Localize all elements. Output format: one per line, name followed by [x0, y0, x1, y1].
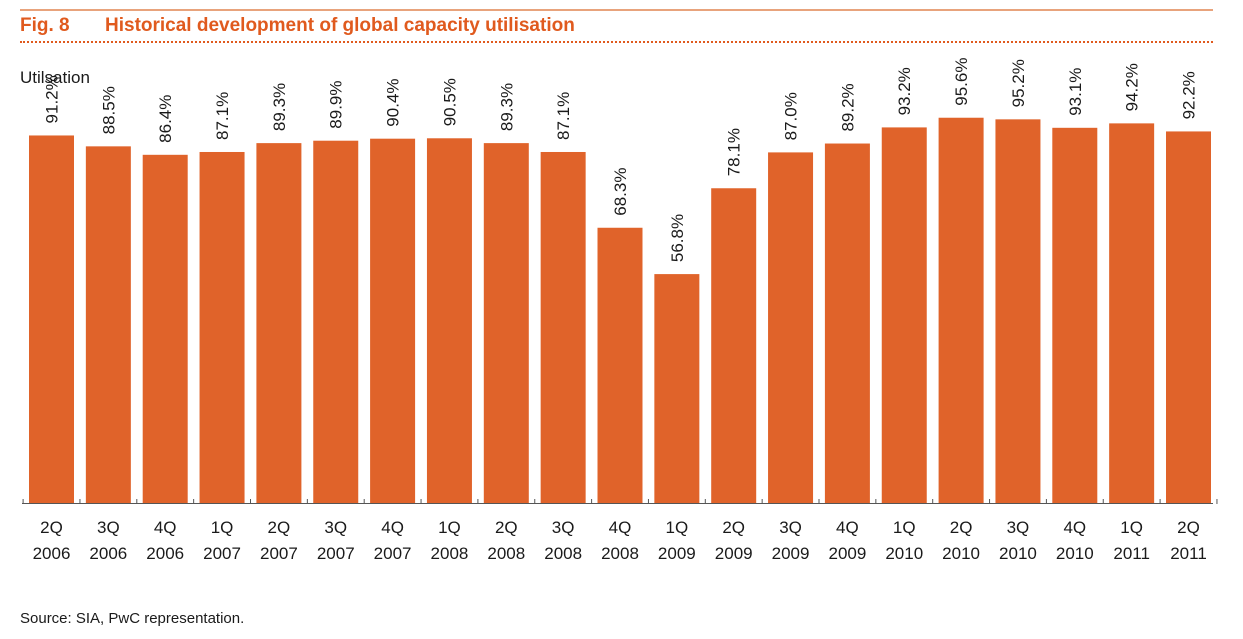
bar: [85, 146, 131, 503]
x-tick-label-year: 2007: [203, 544, 241, 563]
bar-value-label: 56.8%: [668, 214, 687, 262]
bar: [370, 138, 416, 504]
x-tick-label-year: 2008: [601, 544, 639, 563]
bar-value-label: 90.4%: [384, 78, 403, 126]
bar: [199, 151, 245, 503]
bar-value-label: 88.5%: [99, 86, 118, 134]
x-tick-label-quarter: 3Q: [324, 518, 347, 537]
bar: [426, 138, 472, 503]
bar: [711, 188, 757, 503]
bar: [1052, 127, 1098, 503]
x-tick-label-year: 2009: [658, 544, 696, 563]
x-tick-label-quarter: 1Q: [666, 518, 689, 537]
bar-value-label: 86.4%: [156, 95, 175, 143]
x-tick-label-quarter: 1Q: [211, 518, 234, 537]
figure-header: Fig. 8 Historical development of global …: [20, 15, 1213, 39]
x-tick-label-quarter: 3Q: [97, 518, 120, 537]
bar-chart: 91.2% 2Q 2006 88.5% 3Q 2006 86.4% 4Q 2006 87.1% 1Q…: [22, 58, 1218, 563]
top-rule: [20, 9, 1213, 11]
bar: [1109, 123, 1155, 504]
bar-value-label: 68.3%: [611, 168, 630, 216]
x-tick-label-year: 2007: [374, 544, 412, 563]
bar-value-label: 91.2%: [43, 75, 62, 123]
figure-number: Fig. 8: [20, 15, 70, 36]
x-tick-label-quarter: 2Q: [722, 518, 745, 537]
bar: [29, 135, 74, 504]
x-tick-label-quarter: 3Q: [779, 518, 802, 537]
bar-value-label: 94.2%: [1123, 63, 1142, 111]
x-tick-label-quarter: 2Q: [495, 518, 518, 537]
x-tick-label-year: 2011: [1113, 544, 1150, 563]
x-tick-label-year: 2007: [260, 544, 298, 563]
x-tick-label-quarter: 4Q: [1063, 518, 1086, 537]
bar-value-label: 87.1%: [213, 92, 232, 140]
x-tick-label-year: 2010: [1056, 544, 1094, 563]
bar-value-label: 92.2%: [1180, 71, 1199, 119]
bar: [483, 143, 529, 503]
dotted-rule: [20, 41, 1213, 43]
x-tick-label-quarter: 4Q: [381, 518, 404, 537]
bar: [768, 152, 814, 503]
x-tick-label-year: 2009: [772, 544, 810, 563]
bar: [824, 143, 870, 504]
x-tick-label-quarter: 1Q: [438, 518, 461, 537]
x-tick-label-year: 2011: [1170, 544, 1207, 563]
bar-value-label: 93.2%: [895, 67, 914, 115]
bar: [540, 151, 586, 503]
x-tick-label-quarter: 4Q: [154, 518, 177, 537]
bar: [313, 140, 359, 503]
bar: [654, 274, 700, 503]
x-tick-label-year: 2010: [999, 544, 1037, 563]
bar-value-label: 89.3%: [270, 83, 289, 131]
x-tick-label-year: 2006: [33, 544, 71, 563]
x-tick-label-year: 2010: [942, 544, 980, 563]
x-tick-label-quarter: 2Q: [950, 518, 973, 537]
x-tick-label-quarter: 2Q: [268, 518, 291, 537]
x-tick-label-quarter: 1Q: [893, 518, 916, 537]
x-tick-label-quarter: 2Q: [1177, 518, 1200, 537]
figure-title: Historical development of global capacit…: [105, 15, 575, 36]
bar: [881, 127, 927, 504]
bar-value-label: 78.1%: [725, 128, 744, 176]
x-tick-label-year: 2010: [885, 544, 923, 563]
x-tick-label-year: 2009: [828, 544, 866, 563]
x-tick-label-quarter: 4Q: [609, 518, 632, 537]
bar-value-label: 89.9%: [327, 80, 346, 128]
bar-value-label: 87.1%: [554, 92, 573, 140]
x-tick-label-year: 2006: [146, 544, 184, 563]
bar: [142, 154, 188, 504]
bar-value-label: 95.6%: [952, 58, 971, 106]
x-tick-label-year: 2009: [715, 544, 753, 563]
bar: [995, 119, 1041, 504]
bar-value-label: 89.3%: [497, 83, 516, 131]
bar-value-label: 93.1%: [1066, 68, 1085, 116]
x-tick-label-quarter: 1Q: [1120, 518, 1143, 537]
bar-value-label: 90.5%: [440, 78, 459, 126]
x-tick-label-year: 2008: [431, 544, 469, 563]
x-tick-label-quarter: 3Q: [552, 518, 575, 537]
x-tick-label-year: 2008: [487, 544, 525, 563]
x-tick-label-year: 2008: [544, 544, 582, 563]
bar: [1166, 131, 1211, 503]
y-axis-label: Utilsation: [20, 68, 90, 87]
bar-value-label: 89.2%: [838, 83, 857, 131]
x-tick-label-year: 2007: [317, 544, 355, 563]
x-tick-label-quarter: 2Q: [40, 518, 63, 537]
bar-value-label: 87.0%: [782, 92, 801, 140]
x-tick-label-quarter: 4Q: [836, 518, 859, 537]
bar: [256, 143, 302, 503]
x-tick-label-year: 2006: [89, 544, 127, 563]
bar: [597, 227, 643, 503]
bar: [938, 117, 984, 504]
bar-value-label: 95.2%: [1009, 59, 1028, 107]
x-tick-label-quarter: 3Q: [1007, 518, 1030, 537]
source-note: Source: SIA, PwC representation.: [20, 610, 245, 627]
